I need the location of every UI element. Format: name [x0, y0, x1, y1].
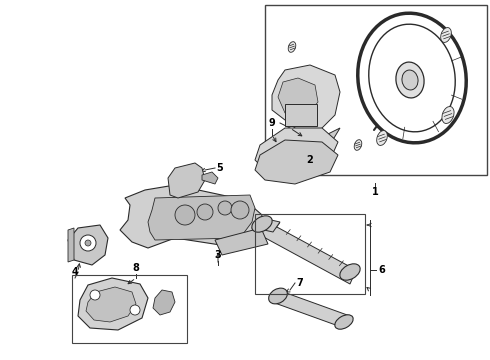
Ellipse shape — [354, 140, 362, 150]
Text: 9: 9 — [269, 118, 275, 128]
Ellipse shape — [441, 28, 451, 42]
Text: 3: 3 — [215, 250, 221, 260]
Ellipse shape — [335, 315, 353, 329]
Polygon shape — [255, 218, 280, 232]
Polygon shape — [215, 228, 268, 255]
Polygon shape — [272, 65, 340, 132]
Bar — [265, 5, 487, 175]
Ellipse shape — [402, 70, 418, 90]
Circle shape — [85, 240, 91, 246]
Text: 1: 1 — [371, 187, 378, 197]
Circle shape — [231, 201, 249, 219]
Polygon shape — [294, 128, 340, 158]
Circle shape — [197, 204, 213, 220]
Bar — [285, 104, 317, 126]
Ellipse shape — [442, 107, 454, 123]
Polygon shape — [120, 185, 262, 248]
Ellipse shape — [288, 42, 296, 52]
Polygon shape — [278, 78, 318, 116]
Ellipse shape — [396, 62, 424, 98]
Polygon shape — [202, 172, 218, 184]
Ellipse shape — [340, 264, 360, 280]
Bar — [72, 275, 187, 343]
Circle shape — [90, 290, 100, 300]
Polygon shape — [272, 290, 350, 328]
Text: 5: 5 — [217, 163, 223, 173]
Polygon shape — [68, 228, 74, 262]
Polygon shape — [168, 163, 205, 198]
Polygon shape — [255, 128, 338, 172]
Polygon shape — [78, 278, 148, 330]
Circle shape — [175, 205, 195, 225]
Circle shape — [218, 201, 232, 215]
Polygon shape — [68, 225, 108, 265]
Text: 7: 7 — [296, 278, 303, 288]
Ellipse shape — [377, 131, 387, 145]
Polygon shape — [86, 287, 136, 322]
Bar — [255, 214, 365, 294]
Text: 8: 8 — [133, 263, 140, 273]
Ellipse shape — [369, 24, 455, 132]
Polygon shape — [255, 140, 338, 184]
Polygon shape — [153, 290, 175, 315]
Polygon shape — [148, 195, 255, 240]
Ellipse shape — [252, 216, 272, 232]
Text: 2: 2 — [307, 155, 314, 165]
Ellipse shape — [358, 13, 466, 143]
Polygon shape — [258, 220, 356, 284]
Text: 6: 6 — [379, 265, 385, 275]
Text: 4: 4 — [72, 267, 78, 277]
Ellipse shape — [269, 288, 287, 304]
Circle shape — [130, 305, 140, 315]
Circle shape — [80, 235, 96, 251]
